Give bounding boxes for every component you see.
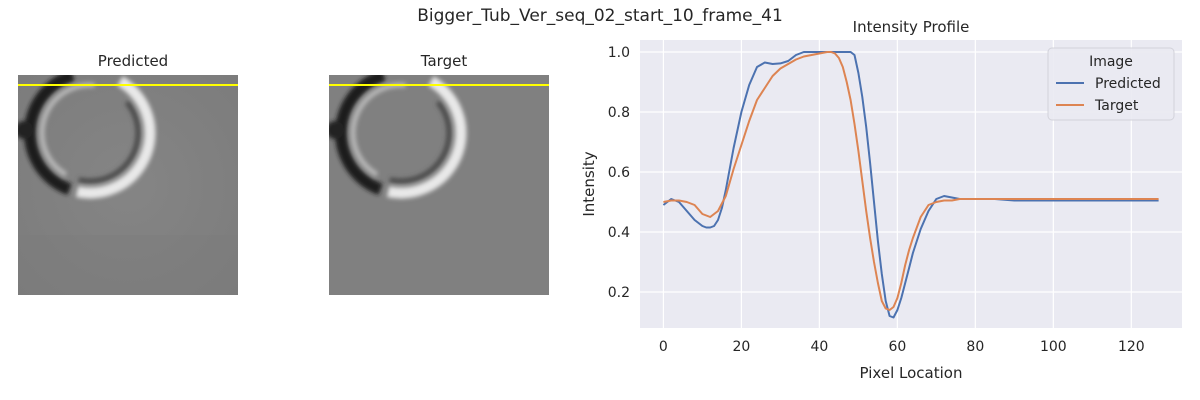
x-tick-label: 100	[1040, 339, 1067, 355]
target-image	[329, 75, 549, 295]
target-image-graphic	[329, 75, 549, 295]
y-tick-labels: 0.2 0.4 0.6 0.8 1.0	[608, 45, 630, 301]
legend-box	[1047, 47, 1175, 121]
figure-title: Bigger_Tub_Ver_seq_02_start_10_frame_41	[417, 6, 783, 26]
legend-title: Image	[1089, 54, 1133, 70]
y-axis-label: Intensity	[580, 151, 598, 216]
x-tick-label: 20	[732, 339, 750, 355]
legend-label-target: Target	[1094, 98, 1139, 114]
series-line-target	[663, 51, 1159, 311]
chart-title: Intensity Profile	[853, 18, 970, 36]
x-tick-label: 120	[1118, 339, 1145, 355]
y-tick-label: 0.4	[608, 225, 630, 241]
legend: Image Predicted Target	[1047, 47, 1175, 121]
predicted-image-graphic	[18, 75, 238, 295]
predicted-panel-title: Predicted	[97, 52, 169, 70]
x-tick-label: 40	[810, 339, 828, 355]
target-panel-title: Target	[420, 52, 468, 70]
y-tick-label: 0.2	[608, 285, 630, 301]
legend-label-predicted: Predicted	[1095, 76, 1161, 92]
x-tick-label: 0	[659, 339, 668, 355]
x-tick-label: 80	[966, 339, 984, 355]
y-tick-label: 1.0	[608, 45, 630, 61]
x-tick-label: 60	[888, 339, 906, 355]
y-tick-label: 0.6	[608, 165, 630, 181]
x-axis-label: Pixel Location	[860, 364, 963, 382]
x-tick-labels: 0 20 40 60 80 100 120	[659, 339, 1145, 355]
series-lines	[662, 51, 1159, 319]
y-tick-label: 0.8	[608, 105, 630, 121]
predicted-image	[18, 75, 238, 295]
